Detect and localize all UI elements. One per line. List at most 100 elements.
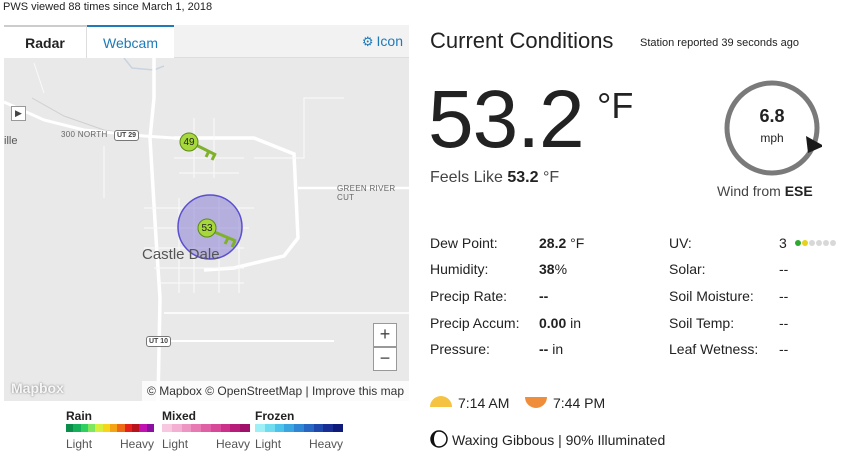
wind-unit: mph (760, 131, 784, 145)
legend-title: Rain (66, 409, 93, 423)
feels-like-value: 53.2 (507, 169, 539, 186)
uv-index-indicator (795, 240, 836, 246)
legend-heavy-label: Heavy (215, 437, 250, 451)
uv-value: 3 (779, 235, 787, 251)
uv-dot (830, 240, 836, 246)
uv-dot (795, 240, 801, 246)
legend-swatch (66, 424, 74, 432)
improve-map-link[interactable]: Improve this map (311, 384, 404, 398)
legend-swatch (95, 424, 103, 432)
leaf-wetness-label: Leaf Wetness: (669, 341, 759, 357)
feels-like-label: Feels Like (430, 169, 503, 186)
legend-swatch (313, 424, 324, 432)
uv-dot (809, 240, 815, 246)
humidity-value: 38% (539, 261, 568, 277)
radar-map[interactable]: ▶ ille 300 NORTH UT 29 GREEN RIVER CUT U… (4, 58, 409, 401)
dew-point-label: Dew Point: (430, 235, 498, 251)
soil-moisture-label: Soil Moisture: (669, 288, 754, 304)
mapbox-attribution-link[interactable]: © Mapbox (147, 384, 202, 398)
wind-from-label: Wind from (717, 183, 781, 199)
uv-dot (823, 240, 829, 246)
legend-mixed: Mixed Light Heavy (162, 410, 251, 451)
legend-swatch (117, 424, 125, 432)
legend-swatch (294, 424, 304, 432)
feels-like-unit: °F (542, 169, 560, 186)
pws-view-count: PWS viewed 88 times since March 1, 2018 (3, 1, 213, 13)
legend-swatch (171, 424, 182, 432)
zoom-out-button[interactable]: − (373, 347, 397, 371)
precip-accum-label: Precip Accum: (430, 315, 520, 331)
soil-temp-label: Soil Temp: (669, 315, 735, 331)
legend-swatch (255, 424, 265, 432)
legend-swatch (303, 424, 314, 432)
uv-label: UV: (669, 235, 692, 251)
temperature-value: 53.2 (428, 74, 585, 165)
soil-moisture-value: -- (779, 288, 789, 304)
legend-swatch (87, 424, 96, 432)
legend-swatch (240, 424, 251, 432)
sunset-time: 7:44 PM (553, 395, 606, 411)
icon-link-label: Icon (376, 33, 403, 49)
wind-speed: 6.8 (759, 106, 785, 126)
precip-accum-value: 0.00 in (539, 315, 582, 331)
osm-attribution-link[interactable]: © OpenStreetMap (205, 384, 303, 398)
legend-color-bar (162, 424, 251, 432)
legend-color-bar (66, 424, 154, 432)
wind-direction-value: ESE (784, 183, 813, 199)
legend-heavy-label: Heavy (308, 437, 343, 451)
gear-icon: ⚙ (361, 34, 374, 49)
legend-swatch (146, 424, 154, 432)
sunrise-time: 7:14 AM (458, 395, 510, 411)
legend-swatch (210, 424, 221, 432)
legend-swatch (284, 424, 295, 432)
wind-dial: 6.8 mph (722, 78, 824, 178)
station-reported-time: Station reported 39 seconds ago (640, 37, 800, 49)
humidity-label: Humidity: (430, 261, 489, 277)
legend-swatch (181, 424, 192, 432)
solar-value: -- (779, 261, 789, 277)
road-shield-ut10: UT 10 (146, 336, 172, 347)
pressure-value: -- in (539, 341, 564, 357)
temperature-unit: °F (597, 85, 634, 126)
icon-settings-link[interactable]: ⚙ Icon (362, 25, 403, 58)
moon-phase-icon (430, 430, 448, 448)
zoom-in-button[interactable]: + (373, 323, 397, 347)
town-label: Castle Dale (142, 246, 220, 263)
current-conditions-title: Current Conditions (430, 28, 614, 53)
moon-phase: Waxing Gibbous | 90% Illuminated (430, 430, 665, 448)
legend-swatch (323, 424, 334, 432)
tab-radar[interactable]: Radar (4, 25, 87, 58)
legend-color-bar (255, 424, 344, 432)
attribution-separator: | (305, 384, 309, 398)
station-marker-49[interactable]: 49 (183, 137, 195, 148)
legend-swatch (139, 424, 147, 432)
precip-rate-value: -- (539, 288, 549, 304)
legend-swatch (201, 424, 211, 432)
dew-point-value: 28.2 °F (539, 235, 585, 251)
legend-swatch (220, 424, 231, 432)
legend-heavy-label: Heavy (119, 437, 154, 451)
legend-frozen: Frozen Light Heavy (255, 410, 344, 451)
sunrise-icon (430, 396, 452, 407)
map-attribution: © Mapbox © OpenStreetMap | Improve this … (142, 381, 409, 401)
station-marker-53[interactable]: 53 (201, 223, 213, 234)
map-arrow-icon[interactable]: ▶ (11, 106, 26, 121)
legend-swatch (131, 424, 140, 432)
solar-label: Solar: (669, 261, 706, 277)
wind-direction: Wind from ESE (717, 183, 813, 199)
precip-rate-label: Precip Rate: (430, 288, 508, 304)
uv-dot (802, 240, 808, 246)
legend-swatch (191, 424, 202, 432)
road-shield-ut29: UT 29 (114, 130, 140, 141)
map-tabs: Radar Webcam ⚙ Icon (4, 25, 409, 58)
tab-webcam[interactable]: Webcam (87, 25, 174, 58)
mapbox-logo[interactable]: Mapbox (11, 380, 64, 396)
map-roads (4, 58, 409, 401)
legend-light-label: Light (66, 437, 93, 451)
legend-swatch (162, 424, 172, 432)
sunset-icon (525, 397, 547, 408)
legend-swatch (109, 424, 118, 432)
wind-compass-icon (724, 80, 824, 176)
pressure-label: Pressure: (430, 341, 490, 357)
road-label-green-river: GREEN RIVER CUT (337, 184, 396, 202)
